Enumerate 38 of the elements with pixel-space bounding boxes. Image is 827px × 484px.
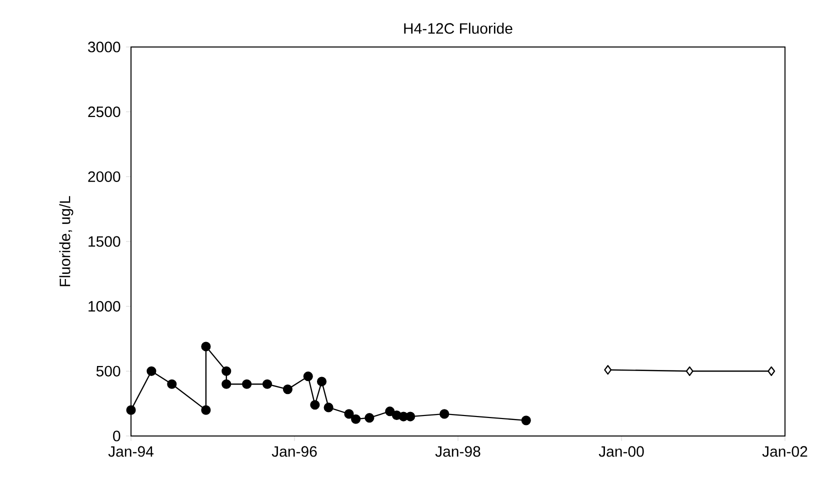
- x-tick-label: Jan-98: [435, 446, 480, 457]
- point: [222, 366, 232, 376]
- point: [768, 366, 776, 376]
- y-axis-title: Fluoride, ug/L: [59, 196, 74, 286]
- x-tick-label: Jan-96: [272, 446, 317, 457]
- point: [222, 379, 232, 389]
- point: [201, 342, 211, 352]
- point: [364, 413, 374, 423]
- point: [262, 379, 272, 389]
- point: [604, 365, 612, 375]
- point: [686, 366, 694, 376]
- point: [242, 379, 252, 389]
- point: [406, 412, 416, 422]
- point: [316, 376, 327, 386]
- point: [324, 402, 334, 412]
- y-tick-label: 3000: [88, 42, 120, 52]
- point: [351, 414, 361, 424]
- y-tick-label: 1000: [88, 301, 120, 312]
- point: [310, 400, 320, 410]
- y-tick-label: 1500: [88, 236, 120, 247]
- y-tick-label: 2500: [88, 106, 120, 118]
- x-tick-label: Jan-00: [598, 446, 644, 457]
- y-tick-label: 2000: [88, 171, 120, 182]
- point: [385, 406, 395, 416]
- point: [201, 405, 211, 415]
- point: [167, 379, 177, 389]
- point: [126, 405, 136, 415]
- point: [146, 366, 156, 376]
- point: [344, 409, 354, 419]
- point: [440, 409, 450, 419]
- x-tick-label: Jan-94: [108, 446, 154, 457]
- y-tick-label: 0: [113, 430, 120, 442]
- chart-title: H4-12C Fluoride: [404, 22, 512, 34]
- point: [303, 372, 313, 382]
- y-tick-label: 500: [96, 366, 120, 376]
- x-tick-label: Jan-02: [762, 446, 808, 457]
- point: [282, 384, 292, 394]
- point: [521, 416, 531, 426]
